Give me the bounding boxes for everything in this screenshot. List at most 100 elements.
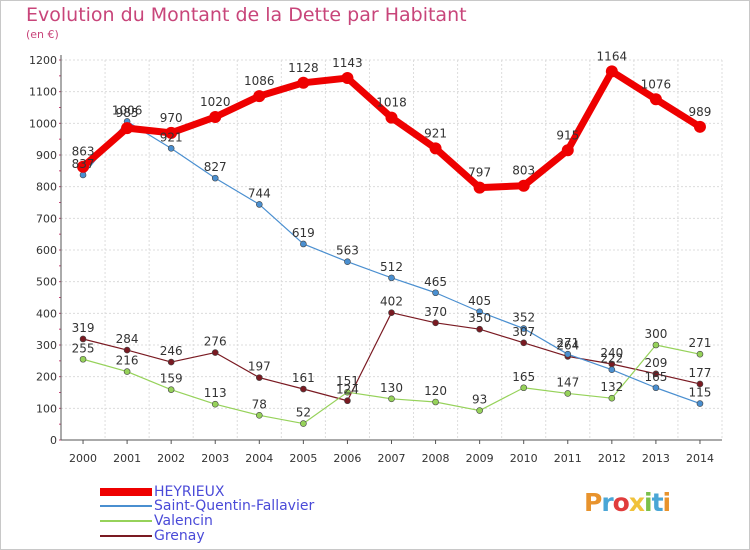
data-label-valencin: 151 [336,374,359,388]
y-tick-label: 300 [36,339,57,352]
data-label-grenay: 240 [600,346,623,360]
logo-letter: P [584,488,602,517]
y-tick-labels: 0 100 200 300 400 500 600 700 800 900 1000 1100 1200 [29,54,57,447]
data-label-grenay: 402 [380,295,403,309]
data-point-heyrieux [385,111,398,124]
data-label-valencin: 113 [204,386,227,400]
data-point-grenay [652,370,660,378]
data-label-saint-quentin-fallavier: 837 [72,157,95,171]
data-point-saint-quentin-fallavier [696,400,704,407]
data-point-heyrieux [561,144,574,157]
y-tick-label: 1000 [29,117,57,130]
data-point-grenay [300,385,307,393]
data-label-grenay: 197 [248,360,271,374]
data-point-valencin [388,395,395,403]
data-point-valencin [300,420,307,427]
data-label-saint-quentin-fallavier: 271 [556,336,579,350]
proxiti-logo: Proxiti [584,488,671,517]
data-label-saint-quentin-fallavier: 465 [424,275,447,289]
data-point-grenay [696,380,704,388]
data-point-grenay [167,358,175,366]
y-tick-label: 200 [36,371,57,384]
data-point-grenay [255,374,263,381]
x-tick-label: 2014 [686,452,714,465]
x-tick-label: 2013 [642,452,670,465]
logo-letter: o [612,488,630,517]
data-point-valencin [79,355,87,363]
data-label-heyrieux: 970 [160,111,183,125]
data-label-grenay: 264 [556,338,579,352]
data-point-grenay [476,325,483,333]
data-label-saint-quentin-fallavier: 1006 [112,103,143,117]
data-point-saint-quentin-fallavier [520,325,528,332]
data-point-saint-quentin-fallavier [255,201,263,208]
data-point-valencin [520,384,528,392]
data-label-saint-quentin-fallavier: 115 [689,386,712,400]
y-tick-label: 600 [36,244,57,257]
x-tick-labels: 2000 2001 2002 2003 2004 2005 2006 2007 2008 2009… [69,452,714,465]
data-point-saint-quentin-fallavier [652,384,660,392]
data-label-valencin: 120 [424,384,447,398]
x-tick-label: 2002 [157,452,185,465]
data-point-valencin [652,341,660,349]
data-label-grenay: 319 [72,321,95,335]
data-point-heyrieux [209,111,222,123]
data-label-valencin: 255 [72,341,95,355]
data-label-heyrieux: 1143 [332,56,363,70]
legend-swatch-valencin [100,520,152,522]
data-point-grenay [79,335,87,343]
data-point-saint-quentin-fallavier [608,366,616,374]
x-tick-label: 2004 [245,452,273,465]
data-point-valencin [608,394,616,402]
data-point-valencin [432,398,439,406]
data-point-heyrieux [605,65,618,78]
data-label-heyrieux: 1164 [597,49,628,63]
data-label-saint-quentin-fallavier: 827 [204,160,227,174]
data-label-valencin: 271 [689,336,712,350]
data-label-valencin: 52 [296,406,311,420]
data-label-heyrieux: 797 [468,166,491,180]
x-tick-label: 2012 [598,452,626,465]
logo-letter: x [628,488,645,517]
data-point-valencin [123,368,131,375]
data-label-grenay: 209 [644,356,667,370]
data-point-heyrieux [253,90,266,103]
grid [60,59,723,441]
data-label-grenay: 370 [424,305,447,319]
data-label-grenay: 284 [116,332,139,346]
data-label-valencin: 130 [380,381,403,395]
y-tick-label: 1100 [29,86,57,99]
legend-label-valencin: Valencin [154,513,213,529]
data-label-heyrieux: 1128 [288,61,319,75]
data-label-valencin: 78 [252,397,267,411]
data-point-heyrieux [297,76,310,89]
data-point-valencin [211,400,219,408]
data-label-valencin: 159 [160,372,183,386]
x-tick-label: 2009 [466,452,494,465]
data-point-grenay [123,346,131,354]
data-point-heyrieux [649,93,662,106]
y-tick-label: 900 [36,149,57,162]
y-tick-label: 400 [36,307,57,320]
data-point-heyrieux [121,122,134,135]
data-label-saint-quentin-fallavier: 921 [160,130,183,144]
x-tick-label: 2001 [113,452,141,465]
data-point-valencin [564,390,572,397]
data-point-grenay [520,339,528,347]
data-label-heyrieux: 989 [689,105,712,119]
data-point-heyrieux [693,120,706,133]
legend-label-grenay: Grenay [154,528,205,544]
data-label-saint-quentin-fallavier: 165 [644,370,667,384]
axes [59,55,722,444]
data-point-valencin [167,386,175,393]
chart-title: Evolution du Montant de la Dette par Hab… [26,4,467,26]
legend-swatch-grenay [100,535,152,537]
data-point-grenay [211,349,219,356]
data-point-saint-quentin-fallavier [388,274,395,282]
data-point-heyrieux [341,72,354,85]
data-point-grenay [388,309,395,317]
data-label-heyrieux: 1018 [376,96,407,110]
data-label-saint-quentin-fallavier: 563 [336,244,359,258]
data-label-saint-quentin-fallavier: 512 [380,260,403,274]
